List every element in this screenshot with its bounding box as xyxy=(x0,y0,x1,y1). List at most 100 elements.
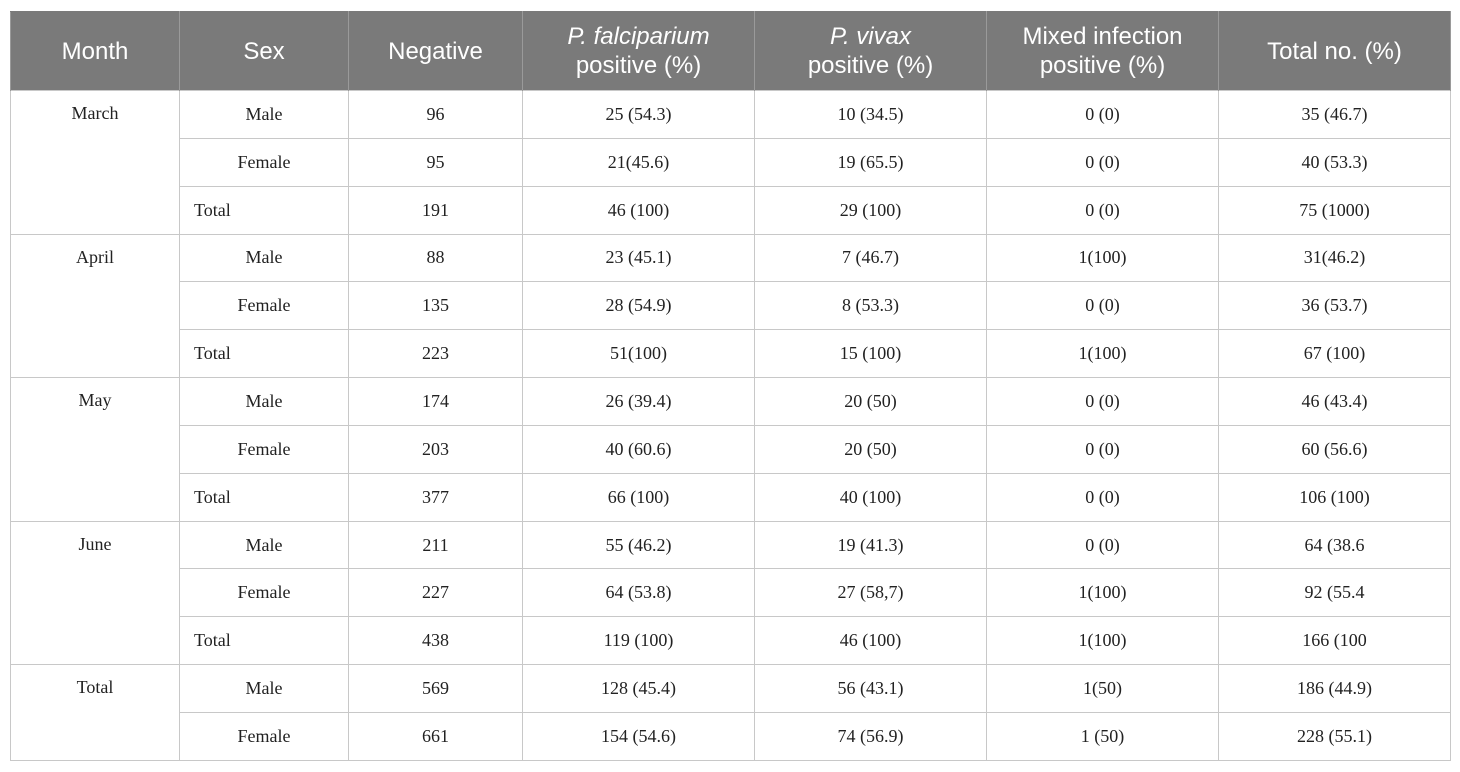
pv-cell: 40 (100) xyxy=(754,472,987,522)
total-cell: 67 (100) xyxy=(1218,329,1451,379)
sex-cell: Male xyxy=(179,520,349,570)
negative-cell: 174 xyxy=(348,377,523,426)
table-row: May Male 174 26 (39.4) 20 (50) 0 (0) 46 (43.4) xyxy=(10,377,1451,522)
pf-cell: 55 (46.2) xyxy=(522,520,755,570)
total-cell: 40 (53.3) xyxy=(1218,137,1451,187)
sex-cell: Total xyxy=(179,616,349,666)
mixed-cell: 0 (0) xyxy=(986,424,1219,474)
pv-cell: 20 (50) xyxy=(754,424,987,474)
sex-cell: Total xyxy=(179,329,349,379)
header-mixed-positive: Mixed infection positive (%) xyxy=(986,11,1219,91)
sex-cell: Female xyxy=(179,137,349,187)
total-cell: 60 (56.6) xyxy=(1218,424,1451,474)
total-cell: 228 (55.1) xyxy=(1218,711,1451,761)
pv-cell: 7 (46.7) xyxy=(754,233,987,283)
header-pv-suffix: positive (%) xyxy=(807,52,934,79)
header-pf-species: P. falciparium xyxy=(567,23,710,50)
header-month: Month xyxy=(10,11,180,91)
negative-cell: 191 xyxy=(348,185,523,235)
negative-cell: 203 xyxy=(348,424,523,474)
pf-cell: 28 (54.9) xyxy=(522,281,755,331)
mixed-cell: 1(100) xyxy=(986,233,1219,283)
negative-cell: 227 xyxy=(348,568,523,618)
month-cell: March xyxy=(10,90,180,235)
sex-cell: Total xyxy=(179,185,349,235)
header-negative: Negative xyxy=(348,11,523,91)
table-row: Female 135 28 (54.9) 8 (53.3) 0 (0) 36 (53.7) xyxy=(11,281,1451,331)
sex-cell: Male xyxy=(179,377,349,426)
table-row: Female 227 64 (53.8) 27 (58,7) 1(100) 92 (55.… xyxy=(11,568,1451,618)
mixed-cell: 1(100) xyxy=(986,568,1219,618)
header-sex: Sex xyxy=(179,11,349,91)
pv-cell: 10 (34.5) xyxy=(754,90,987,139)
mixed-cell: 0 (0) xyxy=(986,472,1219,522)
total-cell: 46 (43.4) xyxy=(1218,377,1451,426)
table-row: Total 223 51(100) 15 (100) 1(100) 67 (100) xyxy=(11,329,1451,379)
negative-cell: 88 xyxy=(348,233,523,283)
mixed-cell: 1 (50) xyxy=(986,711,1219,761)
negative-cell: 96 xyxy=(348,90,523,139)
table-row: June Male 211 55 (46.2) 19 (41.3) 0 (0) 64 (38… xyxy=(10,520,1451,666)
header-pf-positive: P. falciparium positive (%) xyxy=(522,11,755,91)
negative-cell: 211 xyxy=(348,520,523,570)
negative-cell: 95 xyxy=(348,137,523,187)
table-row: Total 191 46 (100) 29 (100) 0 (0) 75 (1000) xyxy=(11,185,1451,235)
pv-cell: 27 (58,7) xyxy=(754,568,987,618)
pv-cell: 46 (100) xyxy=(754,616,987,666)
mixed-cell: 1(50) xyxy=(986,664,1219,713)
mixed-cell: 1(100) xyxy=(986,616,1219,666)
mixed-cell: 0 (0) xyxy=(986,281,1219,331)
header-total: Total no. (%) xyxy=(1218,11,1451,91)
pf-cell: 23 (45.1) xyxy=(522,233,755,283)
negative-cell: 569 xyxy=(348,664,523,713)
month-cell: Total xyxy=(10,664,180,761)
sex-cell: Female xyxy=(179,711,349,761)
pv-cell: 15 (100) xyxy=(754,329,987,379)
total-cell: 106 (100) xyxy=(1218,472,1451,522)
pf-cell: 128 (45.4) xyxy=(522,664,755,713)
pf-cell: 51(100) xyxy=(522,329,755,379)
mixed-cell: 1(100) xyxy=(986,329,1219,379)
pv-cell: 56 (43.1) xyxy=(754,664,987,713)
header-row: Month Sex Negative P. falciparium positiv… xyxy=(10,11,1451,91)
table-body: March Male 96 25 (54.3) 10 (34.5) 0 (0) 35 (46… xyxy=(10,90,1451,761)
pv-cell: 29 (100) xyxy=(754,185,987,235)
table-row: Total Male 569 128 (45.4) 56 (43.1) 1(50) 186 … xyxy=(10,664,1451,761)
total-cell: 35 (46.7) xyxy=(1218,90,1451,139)
header-pv-positive: P. vivax positive (%) xyxy=(754,11,987,91)
pv-cell: 20 (50) xyxy=(754,377,987,426)
header-pv-species: P. vivax xyxy=(830,23,911,50)
header-mixed-line2: positive (%) xyxy=(1039,52,1166,79)
sex-cell: Total xyxy=(179,472,349,522)
pv-cell: 19 (41.3) xyxy=(754,520,987,570)
mixed-cell: 0 (0) xyxy=(986,520,1219,570)
pv-cell: 8 (53.3) xyxy=(754,281,987,331)
table-row: Female 203 40 (60.6) 20 (50) 0 (0) 60 (56.6) xyxy=(11,424,1451,474)
table-row: Female 95 21(45.6) 19 (65.5) 0 (0) 40 (53.3) xyxy=(11,137,1451,187)
negative-cell: 377 xyxy=(348,472,523,522)
negative-cell: 438 xyxy=(348,616,523,666)
table-row: March Male 96 25 (54.3) 10 (34.5) 0 (0) 35 (46… xyxy=(10,90,1451,235)
data-table-container: Month Sex Negative P. falciparium positiv… xyxy=(10,11,1451,761)
header-mixed-line1: Mixed infection xyxy=(1022,23,1183,50)
sex-cell: Female xyxy=(179,424,349,474)
month-cell: April xyxy=(10,233,180,379)
total-cell: 31(46.2) xyxy=(1218,233,1451,283)
pv-cell: 74 (56.9) xyxy=(754,711,987,761)
total-cell: 75 (1000) xyxy=(1218,185,1451,235)
table-row: April Male 88 23 (45.1) 7 (46.7) 1(100) 31(46.… xyxy=(10,233,1451,379)
pf-cell: 26 (39.4) xyxy=(522,377,755,426)
sex-cell: Male xyxy=(179,664,349,713)
pf-cell: 119 (100) xyxy=(522,616,755,666)
pf-cell: 64 (53.8) xyxy=(522,568,755,618)
table-row: Total 377 66 (100) 40 (100) 0 (0) 106 (100) xyxy=(11,472,1451,522)
malaria-data-table: Month Sex Negative P. falciparium positiv… xyxy=(10,11,1451,761)
table-row: Female 661 154 (54.6) 74 (56.9) 1 (50) 228 (5… xyxy=(11,711,1451,761)
sex-cell: Female xyxy=(179,568,349,618)
total-cell: 36 (53.7) xyxy=(1218,281,1451,331)
mixed-cell: 0 (0) xyxy=(986,137,1219,187)
month-cell: May xyxy=(10,377,180,522)
total-cell: 166 (100 xyxy=(1218,616,1451,666)
mixed-cell: 0 (0) xyxy=(986,185,1219,235)
sex-cell: Female xyxy=(179,281,349,331)
